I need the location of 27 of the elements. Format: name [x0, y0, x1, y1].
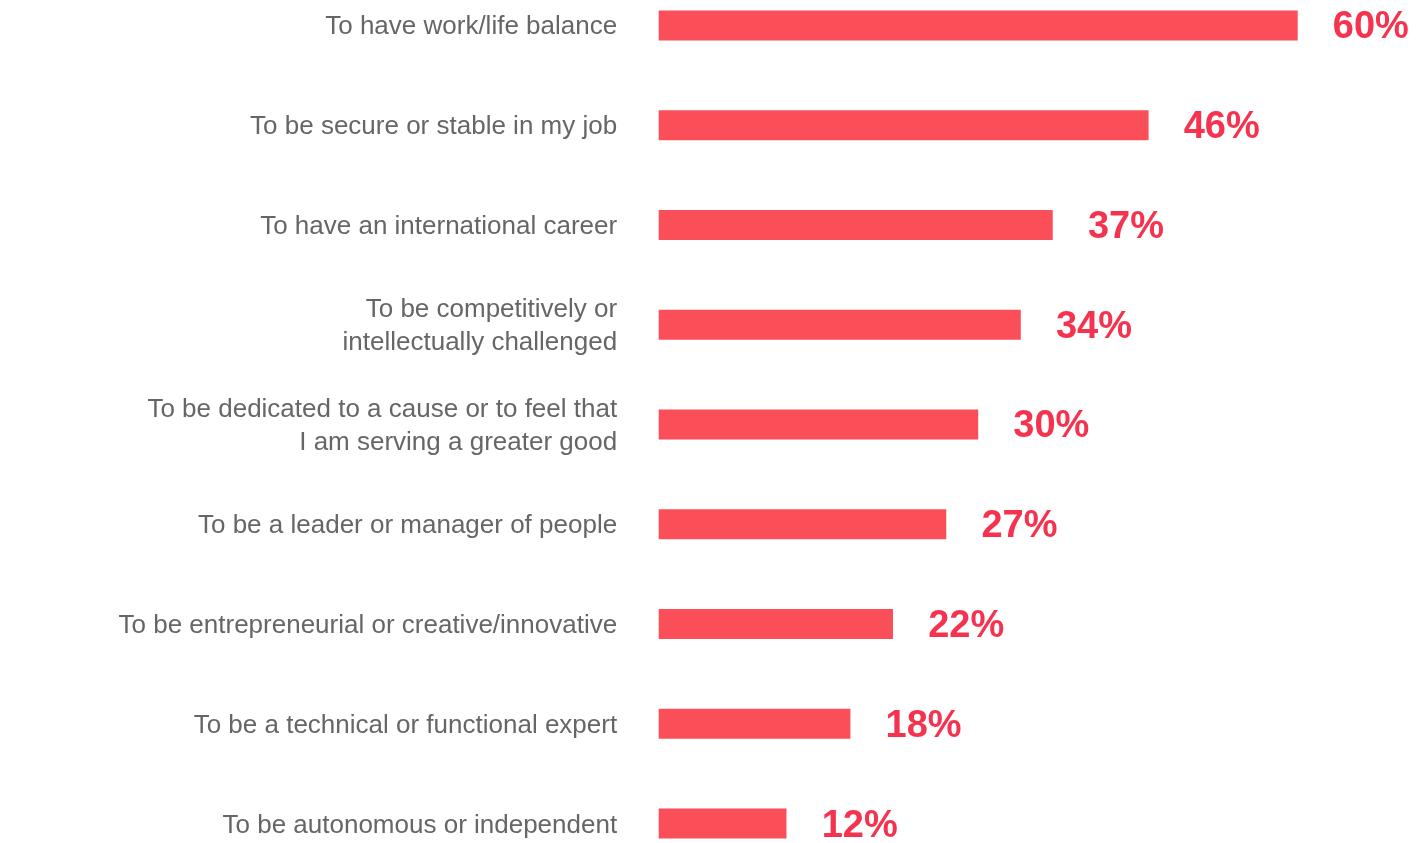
data-label: 46%	[1183, 104, 1260, 147]
bar	[658, 309, 1021, 340]
bar	[658, 110, 1149, 141]
y-tick-label: To be dedicated to a cause or to feel that I am serving a greater good	[147, 392, 618, 456]
bar	[658, 210, 1053, 240]
data-label: 60%	[1332, 4, 1409, 47]
bar	[658, 808, 787, 839]
y-tick-label: To be competitively or intellectually challenged	[342, 293, 618, 357]
data-label: 27%	[981, 503, 1058, 546]
bar	[658, 10, 1298, 41]
y-tick-label: To be a leader or manager of people	[197, 509, 618, 540]
bar	[658, 509, 947, 540]
bar	[658, 609, 893, 639]
data-label: 12%	[821, 802, 898, 843]
bar	[658, 708, 851, 739]
y-tick-label: To be autonomous or independent	[222, 808, 618, 839]
data-label: 18%	[885, 702, 962, 745]
data-label: 22%	[928, 603, 1005, 646]
y-tick-label: To be entrepreneurial or creative/innovative	[118, 609, 618, 640]
data-label: 30%	[1013, 403, 1090, 446]
data-label: 34%	[1055, 303, 1132, 346]
data-label: 37%	[1087, 203, 1164, 246]
y-tick-label: To have work/life balance	[325, 10, 618, 41]
y-tick-label: To be secure or stable in my job	[250, 110, 618, 141]
y-tick-label: To have an international career	[260, 209, 618, 240]
bar	[658, 409, 979, 440]
y-tick-label: To be a technical or functional expert	[193, 708, 618, 739]
